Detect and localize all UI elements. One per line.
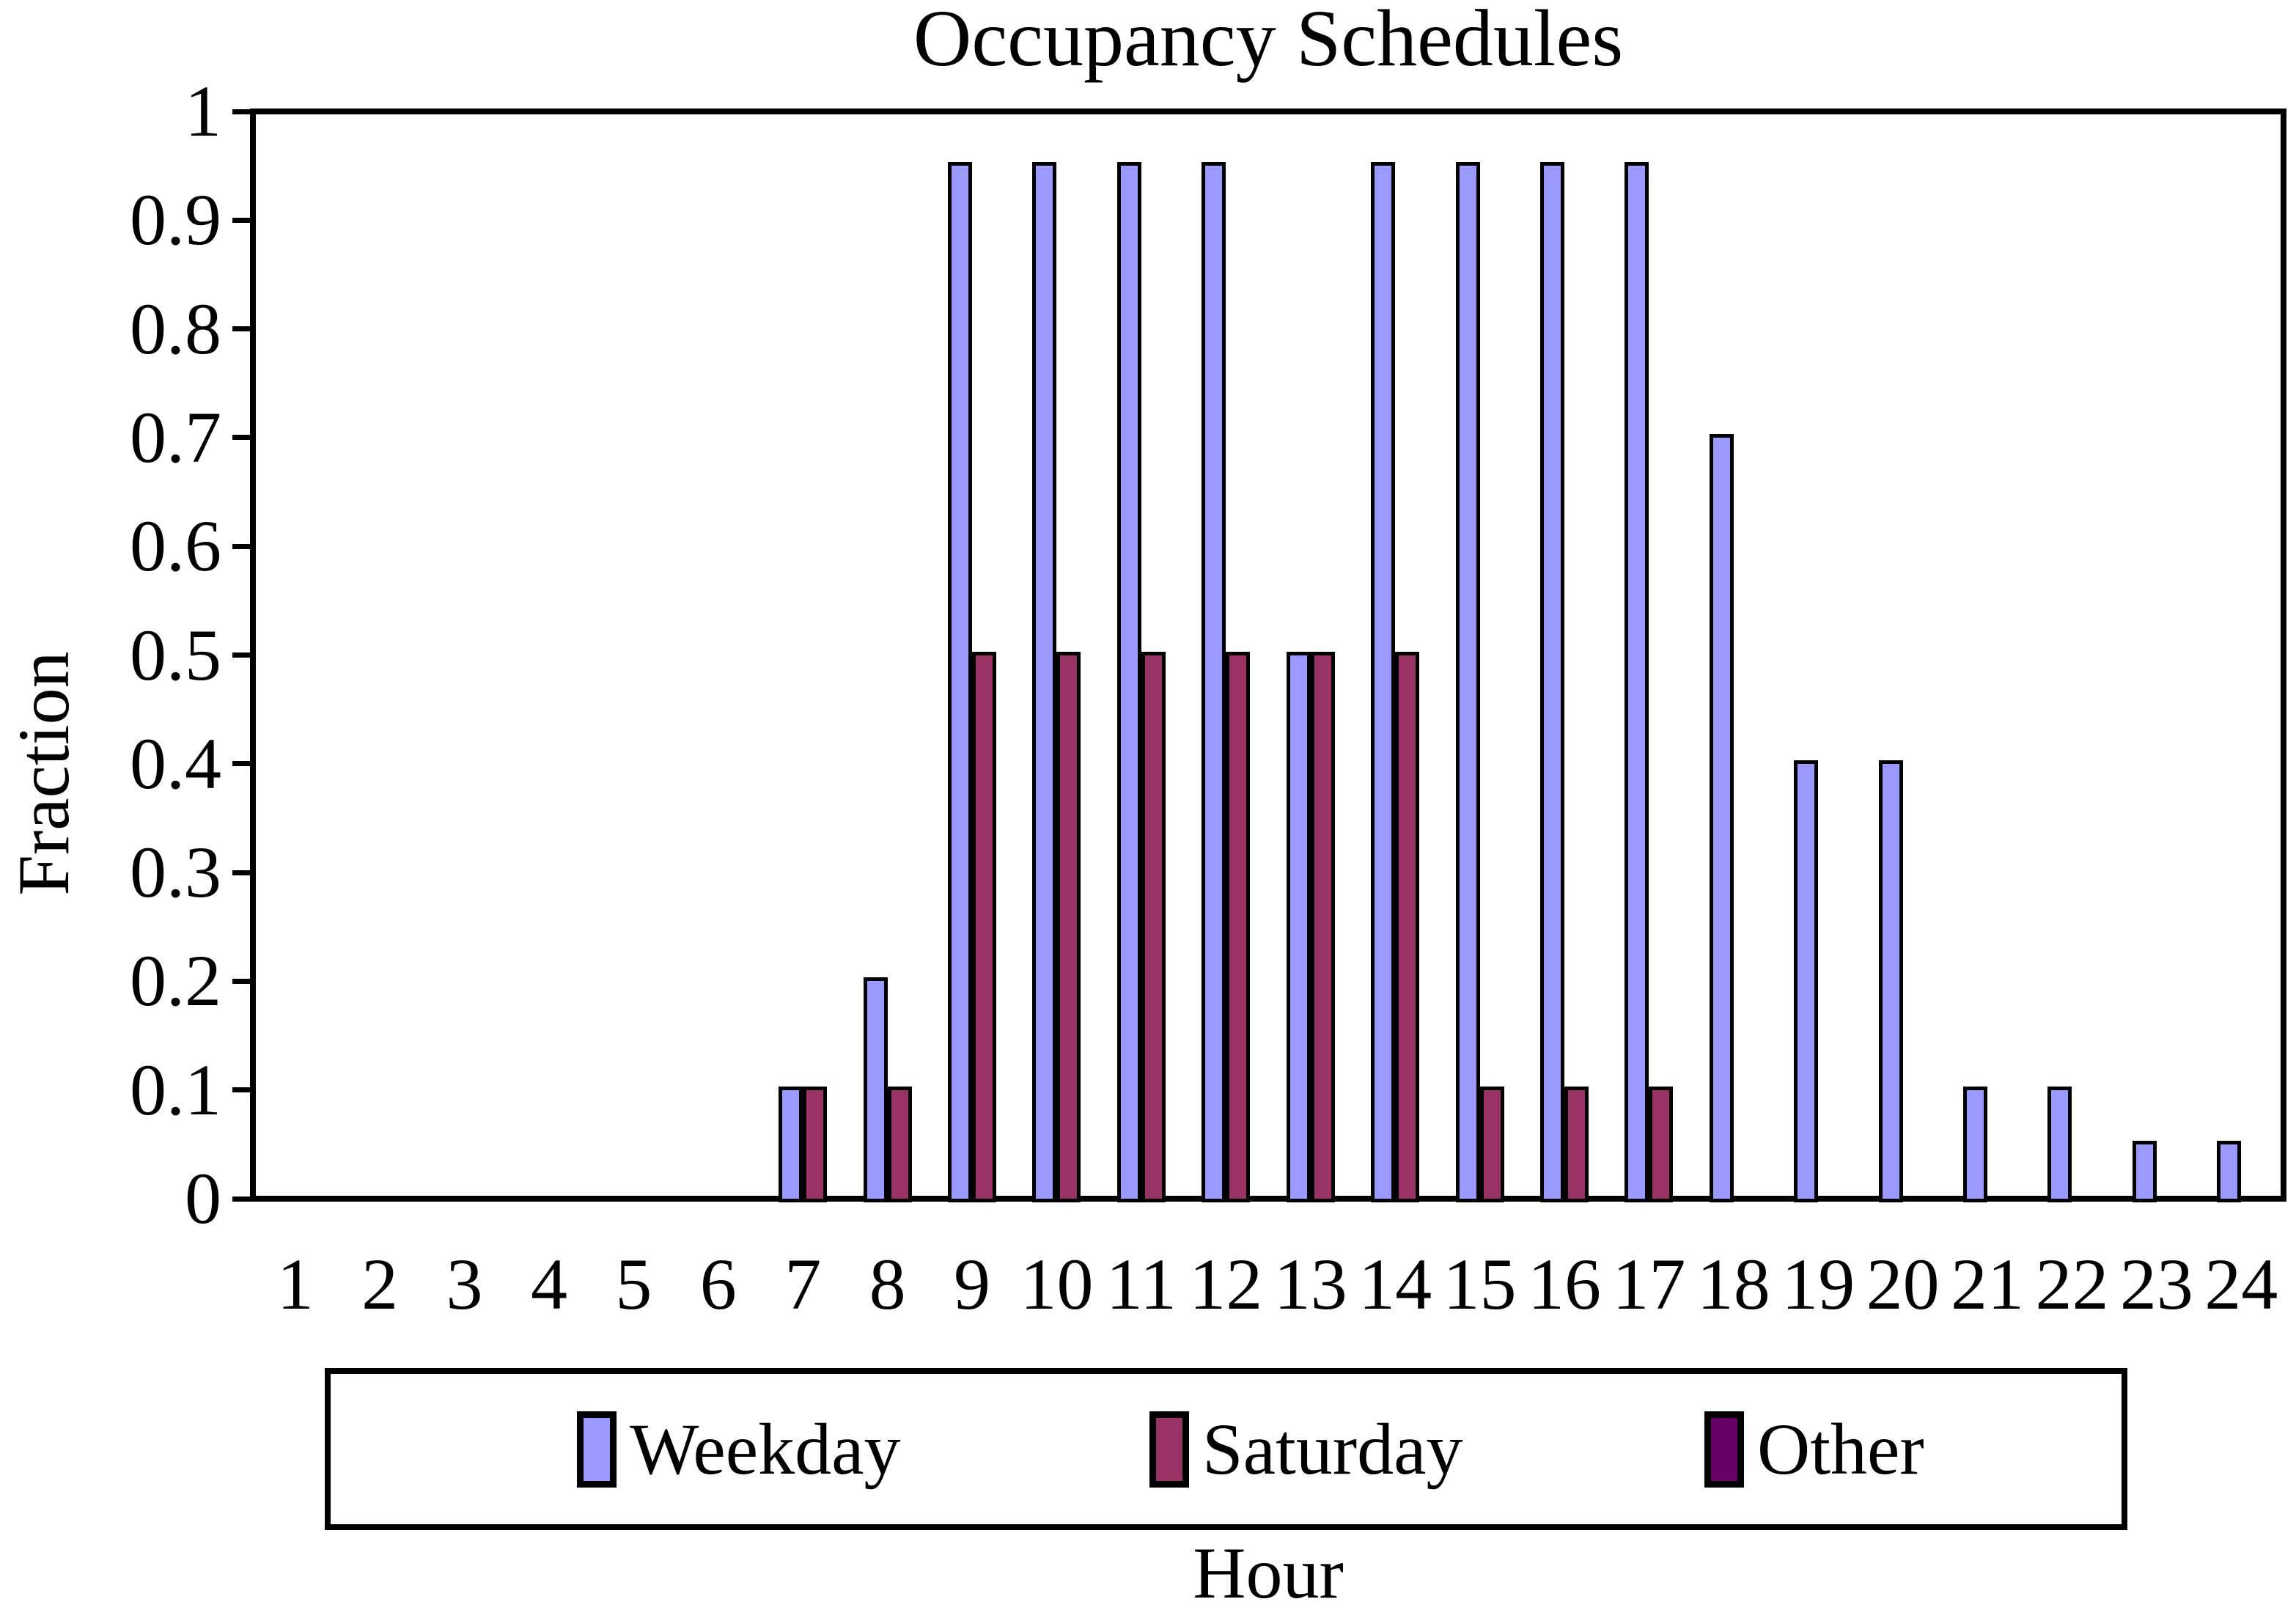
legend-label-other: Other <box>1757 1408 1924 1490</box>
y-tick <box>232 870 253 875</box>
bar-weekday-hour-18 <box>1709 433 1734 1202</box>
bar-saturday-hour-14 <box>1395 651 1420 1202</box>
bar-saturday-hour-7 <box>803 1086 828 1202</box>
x-tick-label: 4 <box>530 1243 567 1325</box>
y-tick-label: 0.4 <box>130 722 221 804</box>
bar-weekday-hour-21 <box>1963 1086 1988 1202</box>
bar-weekday-hour-23 <box>2132 1140 2157 1202</box>
bar-weekday-hour-15 <box>1455 162 1480 1202</box>
bar-weekday-hour-13 <box>1286 651 1311 1202</box>
y-tick <box>232 653 253 658</box>
bar-saturday-hour-10 <box>1056 651 1081 1202</box>
y-tick-label: 0.3 <box>130 831 221 914</box>
chart-title: Occupancy Schedules <box>913 0 1624 83</box>
x-tick-label: 1 <box>276 1243 314 1325</box>
y-tick-label: 0.5 <box>130 614 221 696</box>
y-tick <box>232 761 253 767</box>
bar-weekday-hour-14 <box>1371 162 1396 1202</box>
bar-saturday-hour-12 <box>1226 651 1251 1202</box>
bar-weekday-hour-16 <box>1539 162 1564 1202</box>
x-tick-label: 17 <box>1612 1243 1686 1325</box>
x-tick-label: 11 <box>1105 1243 1177 1325</box>
bar-weekday-hour-19 <box>1794 760 1819 1202</box>
legend-item-saturday: Saturday <box>1149 1372 1462 1526</box>
bar-weekday-hour-22 <box>2047 1086 2072 1202</box>
bar-weekday-hour-8 <box>863 977 888 1202</box>
legend-swatch-saturday <box>1149 1411 1189 1488</box>
x-tick-label: 13 <box>1273 1243 1347 1325</box>
bar-weekday-hour-7 <box>779 1086 803 1202</box>
legend-box <box>325 1368 2127 1530</box>
x-tick-label: 18 <box>1696 1243 1770 1325</box>
x-tick-label: 8 <box>869 1243 906 1325</box>
bar-weekday-hour-17 <box>1625 162 1649 1202</box>
legend-swatch-other <box>1704 1411 1744 1488</box>
x-tick-label: 14 <box>1358 1243 1432 1325</box>
x-tick-label: 12 <box>1189 1243 1263 1325</box>
bar-saturday-hour-17 <box>1649 1086 1674 1202</box>
y-tick <box>232 217 253 223</box>
bar-weekday-hour-24 <box>2217 1140 2242 1202</box>
plot-area <box>250 109 2286 1202</box>
x-tick-label: 24 <box>2204 1243 2278 1325</box>
y-tick-label: 0 <box>185 1158 221 1239</box>
y-tick <box>232 1196 253 1202</box>
bar-saturday-hour-16 <box>1564 1086 1589 1202</box>
bar-weekday-hour-10 <box>1032 162 1057 1202</box>
y-tick <box>232 1087 253 1093</box>
bar-saturday-hour-8 <box>887 1086 912 1202</box>
y-tick-label: 0.7 <box>130 396 221 478</box>
y-tick-label: 0.2 <box>130 940 221 1022</box>
y-tick <box>232 543 253 549</box>
x-tick-label: 9 <box>954 1243 991 1325</box>
x-tick-label: 10 <box>1020 1243 1094 1325</box>
y-tick-label: 0.6 <box>130 505 221 587</box>
x-tick-label: 20 <box>1866 1243 1940 1325</box>
bar-weekday-hour-9 <box>948 162 973 1202</box>
y-tick-label: 1 <box>185 70 221 152</box>
x-tick-label: 2 <box>361 1243 399 1325</box>
bar-saturday-hour-13 <box>1310 651 1335 1202</box>
bar-weekday-hour-20 <box>1878 760 1903 1202</box>
x-tick-label: 7 <box>784 1243 822 1325</box>
y-tick <box>232 978 253 984</box>
x-tick-label: 6 <box>699 1243 737 1325</box>
legend-label-saturday: Saturday <box>1202 1408 1463 1490</box>
legend-item-weekday: Weekday <box>577 1372 901 1526</box>
legend-swatch-weekday <box>577 1411 617 1488</box>
y-tick <box>232 109 253 114</box>
y-tick-label: 0.9 <box>130 179 221 261</box>
y-tick <box>232 326 253 332</box>
x-tick-label: 19 <box>1781 1243 1855 1325</box>
y-axis-title: Fraction <box>3 651 84 896</box>
bar-saturday-hour-9 <box>972 651 997 1202</box>
x-tick-label: 5 <box>615 1243 652 1325</box>
bar-weekday-hour-12 <box>1202 162 1226 1202</box>
y-tick-label: 0.1 <box>130 1048 221 1131</box>
x-tick-label: 21 <box>1951 1243 2025 1325</box>
x-tick-label: 15 <box>1443 1243 1517 1325</box>
y-tick <box>232 435 253 441</box>
y-tick-label: 0.8 <box>130 287 221 370</box>
bar-saturday-hour-11 <box>1141 651 1166 1202</box>
bar-saturday-hour-15 <box>1479 1086 1504 1202</box>
x-axis-title: Hour <box>1193 1532 1344 1610</box>
x-tick-label: 23 <box>2119 1243 2193 1325</box>
x-tick-label: 22 <box>2035 1243 2109 1325</box>
legend-item-other: Other <box>1704 1372 1924 1526</box>
legend-label-weekday: Weekday <box>630 1408 901 1490</box>
x-tick-label: 16 <box>1527 1243 1601 1325</box>
x-tick-label: 3 <box>446 1243 483 1325</box>
bar-weekday-hour-11 <box>1116 162 1141 1202</box>
